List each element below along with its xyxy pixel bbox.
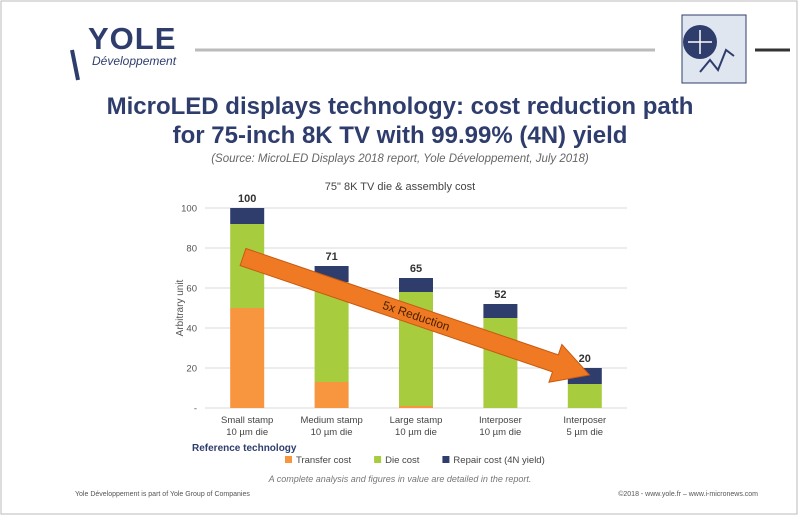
legend-swatch xyxy=(442,456,450,463)
bar-segment xyxy=(483,304,518,318)
x-axis-title: Reference technology xyxy=(192,443,297,454)
bar-segment xyxy=(314,382,349,408)
total-label: 100 xyxy=(238,193,256,205)
legend-swatch xyxy=(285,456,292,463)
y-tick-label: 100 xyxy=(181,204,197,215)
legend-label: Transfer cost xyxy=(296,455,351,466)
total-label: 71 xyxy=(325,251,337,263)
bar-segment xyxy=(230,208,265,224)
total-label: 20 xyxy=(579,353,591,365)
logo-mark xyxy=(70,49,80,81)
bar-segment xyxy=(399,406,433,408)
bar-segment xyxy=(399,278,433,292)
y-tick-label: 60 xyxy=(186,284,197,295)
x-tick-label: Small stamp 10 µm die xyxy=(221,415,274,438)
legend-label: Repair cost (4N yield) xyxy=(453,455,544,466)
footer-right: ©2018 - www.yole.fr – www.i-micronews.co… xyxy=(618,491,758,498)
y-tick-label: 20 xyxy=(186,364,197,375)
title: MicroLED displays technology: cost reduc… xyxy=(106,93,694,149)
logo-name: YOLE xyxy=(88,21,177,56)
x-tick-label: Interposer 10 µm die xyxy=(479,415,522,438)
footer-left: Yole Développement is part of Yole Group… xyxy=(75,491,250,498)
logo-sub: Développement xyxy=(92,54,177,68)
bar-segment xyxy=(567,384,602,408)
report-icon xyxy=(681,14,747,84)
x-tick-label: Medium stamp 10 µm die xyxy=(300,415,363,438)
x-tick-label: Interposer 5 µm die xyxy=(563,415,607,438)
legend-swatch xyxy=(374,456,382,463)
y-tick-label: 80 xyxy=(186,244,197,255)
legend-label: Die cost xyxy=(385,455,420,466)
x-tick-label: Large stamp 10 µm die xyxy=(389,415,443,438)
y-tick-label: 40 xyxy=(186,324,197,335)
y-axis-title: Arbitrary unit xyxy=(175,279,186,336)
note: A complete analysis and figures in value… xyxy=(268,474,532,484)
total-label: 65 xyxy=(410,263,422,275)
bar-segment xyxy=(230,308,265,408)
y-tick-label: - xyxy=(194,404,197,415)
chart-title: 75" 8K TV die & assembly cost xyxy=(324,181,476,193)
total-label: 52 xyxy=(494,289,506,301)
source: (Source: MicroLED Displays 2018 report, … xyxy=(211,153,589,165)
